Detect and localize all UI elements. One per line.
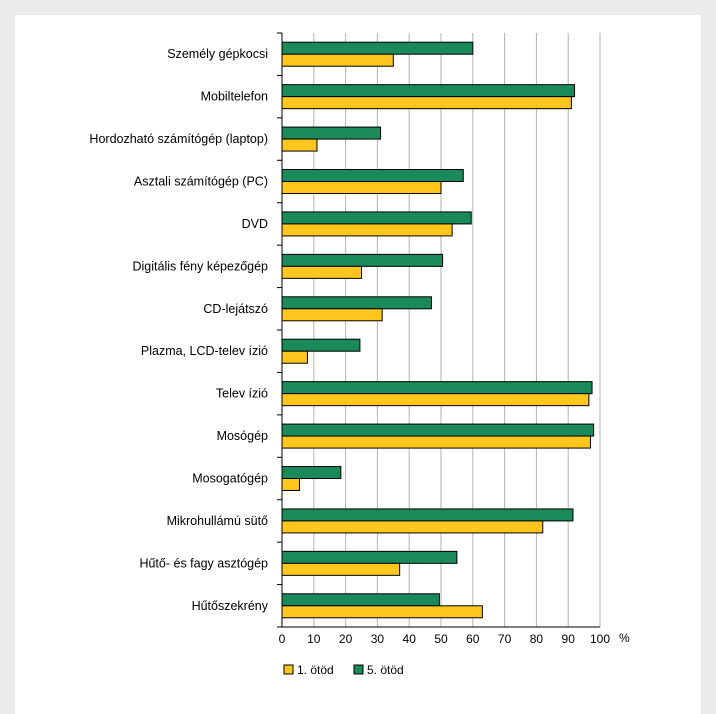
bar-first-quintile bbox=[281, 562, 401, 576]
bar-first-quintile bbox=[281, 223, 453, 237]
legend-swatch bbox=[283, 664, 294, 675]
bar-first-quintile bbox=[281, 478, 300, 491]
bar-first-quintile bbox=[281, 435, 591, 449]
x-tick-label: 70 bbox=[498, 632, 512, 646]
legend-item-first-quintile: 1. ötöd bbox=[283, 663, 334, 677]
category-label: Mikrohullámú sütő bbox=[167, 514, 268, 528]
x-tick-label: 0 bbox=[279, 632, 286, 646]
category-label: Asztali számítógép (PC) bbox=[134, 175, 268, 189]
bar-fifth-quintile bbox=[281, 508, 574, 522]
bar-fifth-quintile bbox=[281, 169, 464, 182]
x-tick-labels: 0 10 20 30 40 50 60 70 80 90 100 bbox=[279, 632, 611, 646]
bar-fifth-quintile bbox=[281, 126, 382, 140]
x-tick-label: 80 bbox=[530, 632, 544, 646]
category-label: Digitális fény képezőgép bbox=[133, 259, 269, 273]
bar-first-quintile bbox=[281, 96, 572, 110]
chart-panel: Személy gépkocsi Mobiltelefon Hordozható s… bbox=[15, 15, 701, 714]
x-tick-label: 10 bbox=[307, 632, 321, 646]
bar-first-quintile bbox=[281, 605, 483, 619]
bar-first-quintile bbox=[281, 520, 544, 534]
bar-first-quintile bbox=[281, 138, 318, 152]
category-label: CD-lejátszó bbox=[203, 302, 268, 316]
bar-chart: Személy gépkocsi Mobiltelefon Hordozható s… bbox=[89, 32, 630, 677]
legend-label: 1. ötöd bbox=[297, 663, 334, 677]
bar-fifth-quintile bbox=[281, 84, 576, 98]
category-label: DVD bbox=[242, 217, 268, 231]
bar-first-quintile bbox=[281, 350, 308, 364]
category-label: Hűtő- és fagy asztógép bbox=[139, 556, 268, 570]
legend-swatch bbox=[353, 664, 364, 675]
category-label: Mosógép bbox=[217, 429, 268, 443]
x-tick-label: 60 bbox=[466, 632, 480, 646]
category-label: Személy gépkocsi bbox=[167, 47, 268, 61]
bar-fifth-quintile bbox=[281, 253, 444, 267]
bar-first-quintile bbox=[281, 265, 362, 279]
bar-fifth-quintile bbox=[281, 381, 593, 395]
bar-first-quintile bbox=[281, 393, 590, 407]
bar-first-quintile bbox=[281, 181, 442, 194]
legend-label: 5. ötöd bbox=[367, 663, 404, 677]
category-label: Telev ízió bbox=[216, 387, 268, 401]
bar-fifth-quintile bbox=[281, 550, 458, 564]
bar-fifth-quintile bbox=[281, 296, 432, 310]
category-label: Mosogatógép bbox=[192, 472, 268, 486]
gridlines bbox=[313, 33, 601, 627]
x-tick-label: 50 bbox=[434, 632, 448, 646]
x-tick-label: 20 bbox=[339, 632, 353, 646]
x-tick-label: 30 bbox=[371, 632, 385, 646]
category-labels: Személy gépkocsi Mobiltelefon Hordozható s… bbox=[89, 47, 268, 613]
legend: 1. ötöd 5. ötöd bbox=[283, 663, 404, 677]
bar-fifth-quintile bbox=[281, 41, 474, 55]
bar-fifth-quintile bbox=[281, 466, 342, 479]
bar-fifth-quintile bbox=[281, 338, 361, 352]
category-label: Hordozható számítógép (laptop) bbox=[89, 132, 268, 146]
legend-item-fifth-quintile: 5. ötöd bbox=[353, 663, 404, 677]
x-tick-label: 40 bbox=[403, 632, 417, 646]
category-label: Mobiltelefon bbox=[201, 90, 268, 104]
axes bbox=[277, 32, 600, 628]
bar-fifth-quintile bbox=[281, 211, 472, 225]
x-tick-label: 90 bbox=[562, 632, 576, 646]
x-tick-label: 100 bbox=[590, 632, 610, 646]
bar-fifth-quintile bbox=[281, 593, 440, 607]
category-label: Hűtőszekrény bbox=[192, 599, 269, 613]
category-label: Plazma, LCD-telev ízió bbox=[141, 344, 268, 358]
bars bbox=[281, 41, 595, 619]
bar-first-quintile bbox=[281, 308, 383, 322]
x-unit-label: % bbox=[619, 631, 630, 645]
bar-fifth-quintile bbox=[281, 423, 595, 437]
bar-first-quintile bbox=[281, 53, 394, 67]
